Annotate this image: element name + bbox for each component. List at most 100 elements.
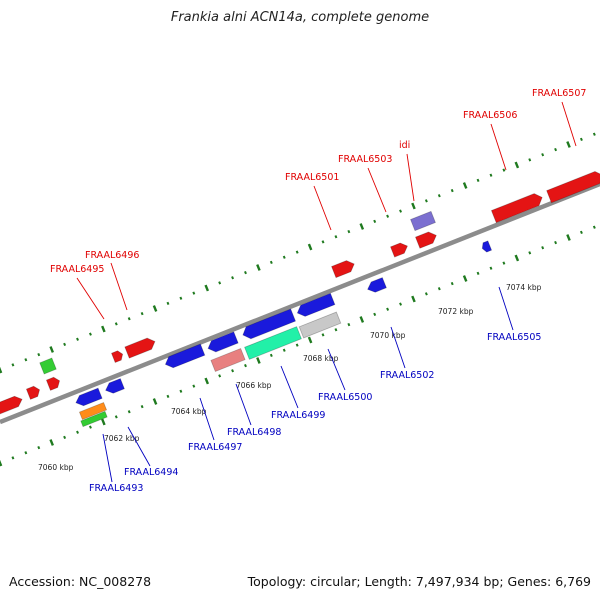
feature-fraal6506-body (491, 193, 543, 223)
minor-tick (166, 301, 170, 306)
label-leader (102, 433, 113, 483)
kbp-label: 7074 kbp (506, 283, 542, 292)
label-leader (327, 348, 346, 391)
minor-tick (76, 337, 79, 341)
feature-red-d (414, 231, 437, 249)
major-tick (49, 439, 54, 446)
minor-tick (231, 276, 235, 280)
minor-tick (11, 363, 15, 367)
major-tick (204, 284, 210, 292)
minor-tick (192, 384, 196, 388)
minor-tick (579, 230, 583, 235)
major-tick (566, 141, 571, 148)
feature-red-small-c (110, 350, 124, 364)
feature-green-a-body (39, 358, 57, 374)
major-tick (359, 316, 365, 323)
feature-orange (78, 401, 108, 421)
minor-tick (424, 292, 428, 296)
feature-blue-b-edge (105, 378, 125, 394)
major-tick (359, 223, 365, 230)
kbp-label: 7060 kbp (38, 463, 74, 472)
feature-fraal6507 (546, 171, 600, 204)
feature-fraal6505-body (482, 240, 492, 253)
label-leader (490, 123, 507, 171)
feature-red-left-body (0, 396, 23, 414)
minor-tick (282, 348, 286, 352)
major-tick (152, 305, 158, 312)
kbp-label: 7072 kbp (438, 307, 474, 316)
label-leader (280, 365, 299, 409)
kbp-label: 7066 kbp (236, 381, 272, 390)
minor-tick (127, 410, 131, 414)
minor-tick (528, 158, 532, 162)
feature-fraal6499-body (242, 309, 296, 339)
feature-fraal6505-edge (481, 240, 493, 253)
minor-tick (399, 209, 402, 213)
feature-green-b-body (80, 411, 108, 427)
bottom-gene-label: FRAAL6499 (271, 410, 325, 421)
minor-tick (347, 229, 351, 234)
label-leader (313, 185, 332, 231)
minor-tick (218, 374, 222, 378)
feature-fraal6500 (296, 292, 336, 317)
feature-green-b (80, 410, 108, 428)
label-leader (406, 153, 415, 202)
major-tick (204, 377, 210, 385)
feature-fraal6496-body (124, 338, 155, 359)
label-leader (390, 326, 406, 369)
minor-tick (24, 358, 28, 362)
feature-green-a (39, 357, 57, 375)
minor-tick (437, 194, 441, 198)
minor-tick (114, 415, 118, 419)
top-gene-label: FRAAL6501 (285, 172, 339, 183)
feature-fraal6500-gray-body (299, 312, 341, 338)
feature-red-small-a (25, 385, 41, 400)
feature-fraal6496-edge (124, 337, 156, 359)
minor-tick (592, 132, 596, 136)
minor-tick (373, 219, 377, 224)
feature-red-left-edge (0, 395, 23, 415)
minor-tick (424, 199, 428, 203)
feature-fraal6507-edge (546, 171, 600, 204)
major-tick (101, 325, 106, 333)
top-gene-label: FRAAL6495 (50, 264, 104, 275)
feature-fraal6493 (75, 387, 103, 407)
minor-tick (63, 435, 67, 440)
minor-tick (592, 225, 596, 229)
major-tick (152, 398, 158, 405)
kbp-label: 7062 kbp (104, 434, 140, 443)
major-tick (462, 275, 468, 282)
feature-fraal6498-edge (210, 348, 246, 372)
minor-tick (321, 240, 325, 244)
label-leader (561, 101, 577, 147)
feature-blue-c (207, 331, 239, 353)
major-tick (256, 264, 261, 271)
feature-orange-body (79, 402, 107, 420)
top-gene-label: FRAAL6503 (338, 154, 392, 165)
minor-tick (554, 240, 558, 245)
label-leader (498, 286, 514, 331)
feature-fraal6502-body (367, 277, 387, 293)
feature-fraal6497-edge (164, 343, 206, 369)
feature-fraal6507-body (546, 171, 600, 203)
feature-idi-edge (410, 210, 436, 232)
feature-blue-c-body (208, 331, 239, 352)
minor-tick (554, 147, 558, 152)
bottom-gene-label: FRAAL6505 (487, 332, 541, 343)
major-tick (49, 346, 54, 353)
major-tick (307, 336, 313, 344)
minor-tick (114, 322, 118, 326)
feature-fraal6499-teal-body (244, 326, 302, 360)
major-tick (462, 182, 468, 189)
feature-fraal6500-gray-edge (298, 311, 342, 339)
label-leader (235, 383, 252, 426)
major-tick (307, 243, 313, 251)
label-leader (367, 167, 387, 213)
minor-tick (244, 270, 247, 275)
feature-fraal6503-edge (390, 242, 408, 258)
minor-tick (76, 430, 79, 434)
minor-tick (489, 266, 493, 270)
minor-tick (334, 235, 338, 239)
